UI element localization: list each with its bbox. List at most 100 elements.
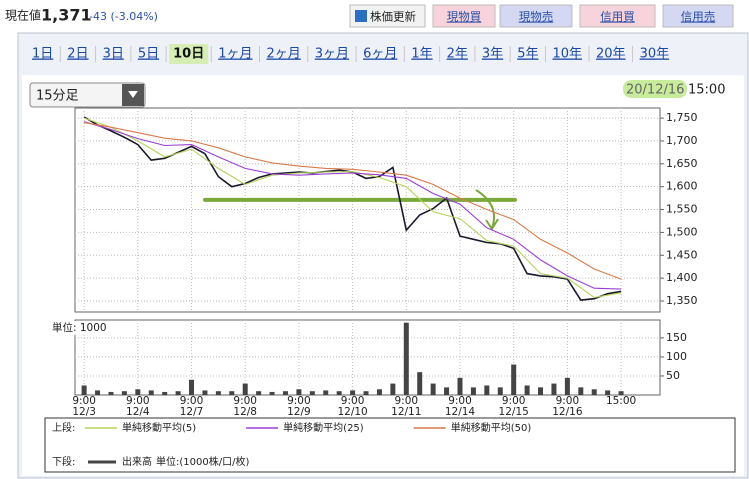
legend-lower-label: 下段: [52, 455, 75, 468]
refresh-icon [355, 10, 367, 22]
legend-label: 単純移動平均(5) [122, 421, 196, 434]
volume-bar [564, 377, 570, 395]
moving-average-line [83, 117, 622, 298]
y-tick-label: 1,700 [666, 134, 698, 147]
tab[interactable]: 2日 [67, 47, 88, 62]
interval-dropdown[interactable] [29, 82, 146, 108]
x-tick-date: 12/10 [337, 406, 367, 418]
x-tick-date: 12/3 [72, 406, 96, 418]
x-tick-label: 9:00 [72, 395, 96, 407]
tab[interactable]: 1ヶ月 [218, 47, 252, 62]
tab[interactable]: 1日 [32, 47, 53, 62]
y-tick-label: 1,500 [666, 225, 698, 238]
y-tick-label: 1,750 [666, 111, 698, 124]
price-change: -43 (-3.04%) [89, 10, 158, 23]
tab[interactable]: 6ヶ月 [363, 47, 397, 62]
button[interactable] [579, 4, 656, 28]
button[interactable] [432, 4, 496, 28]
tab[interactable]: 10年 [552, 47, 582, 62]
tab[interactable]: 30年 [640, 47, 670, 62]
volume-bar [175, 391, 181, 395]
volume-bar [618, 391, 624, 395]
button-label[interactable]: 現物売 [519, 10, 554, 24]
x-tick-date: 12/11 [391, 406, 421, 418]
x-tick-date: 12/15 [499, 406, 529, 418]
price: 1,371 [41, 6, 92, 25]
tab[interactable]: 5日 [138, 47, 159, 62]
y-tick-label: 1,450 [666, 248, 698, 261]
volume-bar [457, 377, 463, 395]
y-tick-label: 1,350 [666, 294, 698, 307]
time: 15:00 [688, 83, 725, 98]
x-tick-label: 9:00 [233, 395, 257, 407]
button-label[interactable]: 現物買 [447, 10, 482, 24]
legend-label: 単純移動平均(25) [283, 421, 364, 434]
button-label[interactable]: 株価更新 [370, 10, 416, 24]
tab[interactable]: 1年 [411, 47, 432, 62]
volume-bar [215, 391, 221, 395]
button-label[interactable]: 信用買 [600, 10, 635, 24]
button[interactable] [499, 4, 573, 28]
tab[interactable]: 10日 [173, 47, 204, 62]
volume-bar [296, 389, 302, 395]
volume-bar [121, 391, 127, 395]
button[interactable] [662, 4, 734, 28]
tab[interactable]: 3年 [482, 47, 503, 62]
volume-bar [350, 390, 356, 395]
x-tick-date: 12/16 [552, 406, 583, 418]
tab[interactable]: 2ヶ月 [267, 47, 301, 62]
button[interactable] [349, 4, 426, 28]
y-tick-label: 100 [666, 350, 687, 363]
x-tick-date: 12/8 [233, 406, 257, 418]
volume-bar [162, 391, 168, 395]
tab[interactable]: 20年 [596, 47, 626, 62]
legend-upper-label: 上段: [52, 421, 75, 434]
tab[interactable]: 3日 [103, 47, 124, 62]
volume-bar [309, 391, 315, 395]
volume-bar [108, 391, 114, 395]
volume-bar [470, 387, 476, 395]
volume-bar [81, 385, 87, 395]
volume-bar [403, 322, 409, 395]
x-tick-label: 15:00 [606, 395, 636, 407]
annotation-arrow [475, 189, 499, 231]
x-tick-label: 9:00 [126, 395, 150, 407]
volume-bar [256, 391, 262, 395]
interval[interactable]: 15分足 [36, 89, 79, 104]
x-tick-label: 9:00 [287, 395, 311, 407]
y-tick-label: 1,650 [666, 157, 698, 170]
volume-bar [269, 391, 275, 395]
x-tick-date: 12/4 [126, 406, 150, 418]
volume-bar [605, 390, 611, 395]
x-tick-date: 12/7 [180, 406, 204, 418]
volume-bar [229, 391, 235, 395]
volume-bar [484, 385, 490, 395]
y-tick-label: 50 [666, 369, 680, 382]
volume-bar [444, 387, 450, 395]
legend-unit: 単位:(1000株/口/枚) [156, 455, 249, 468]
x-tick-label: 9:00 [448, 395, 472, 407]
x-tick-date: 12/14 [445, 406, 476, 418]
volume-bar [282, 391, 288, 395]
volume-bar [363, 391, 369, 395]
volume-bar [511, 364, 517, 395]
volume-bar [390, 383, 396, 395]
x-tick-label: 9:00 [502, 395, 526, 407]
volume-bar [95, 390, 101, 395]
tab[interactable]: 2年 [447, 47, 468, 62]
y-tick-label: 1,400 [666, 271, 698, 284]
tab[interactable]: 5年 [517, 47, 538, 62]
date: 20/12/16 [626, 83, 684, 98]
x-tick-label: 9:00 [341, 395, 365, 407]
plot-area [74, 319, 661, 396]
volume-bar [524, 385, 530, 395]
tab[interactable]: 3ヶ月 [315, 47, 349, 62]
moving-average-line [83, 121, 622, 290]
button-label[interactable]: 信用売 [681, 10, 716, 24]
tab-selected-bg [169, 44, 209, 64]
unit-label: 単位: 1000 [52, 321, 107, 334]
volume-bar [148, 390, 154, 395]
volume-bar [135, 389, 141, 395]
volume-bar [189, 379, 195, 395]
